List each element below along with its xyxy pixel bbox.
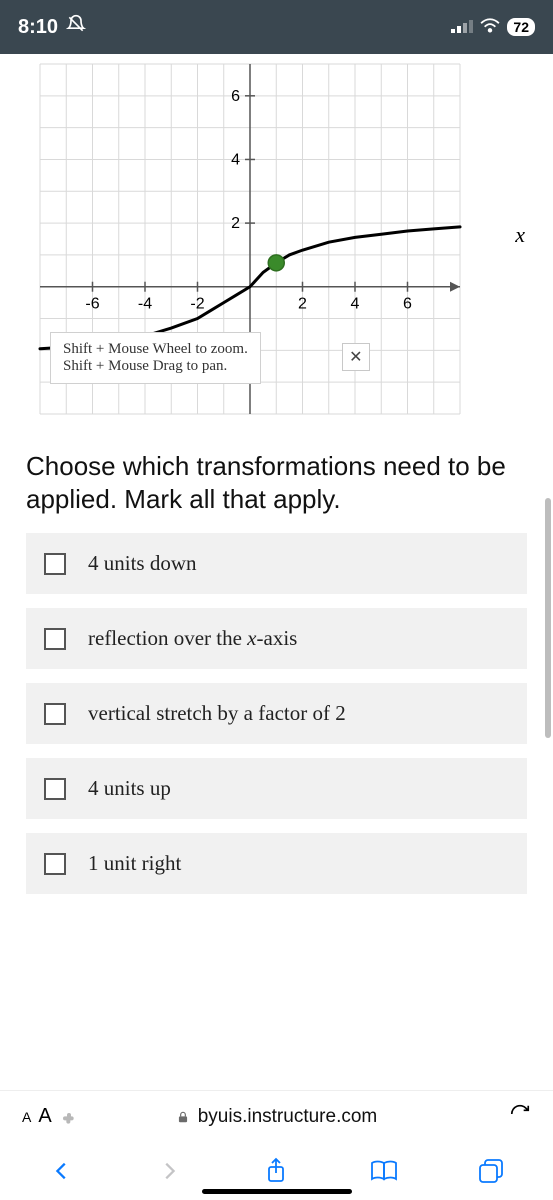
option-4-units-up[interactable]: 4 units up bbox=[26, 758, 527, 819]
back-button[interactable] bbox=[40, 1149, 84, 1193]
reload-button[interactable] bbox=[509, 1103, 531, 1130]
svg-text:2: 2 bbox=[231, 215, 240, 232]
url-text: byuis.instructure.com bbox=[198, 1106, 378, 1128]
page-content: -6-4-2246-2246 x Shift + Mouse Wheel to … bbox=[0, 54, 553, 894]
forward-button[interactable] bbox=[147, 1149, 191, 1193]
status-bar: 8:10 72 bbox=[0, 0, 553, 54]
svg-text:-2: -2 bbox=[190, 296, 204, 313]
share-button[interactable] bbox=[254, 1149, 298, 1193]
puzzle-icon bbox=[59, 1109, 75, 1125]
scroll-indicator[interactable] bbox=[545, 498, 551, 738]
home-indicator[interactable] bbox=[202, 1189, 352, 1194]
option-label: 4 units up bbox=[88, 776, 171, 801]
hint-close-button[interactable]: ✕ bbox=[342, 343, 370, 371]
battery-level: 72 bbox=[507, 18, 535, 36]
svg-text:6: 6 bbox=[231, 88, 240, 105]
bell-off-icon bbox=[66, 14, 86, 40]
checkbox-icon[interactable] bbox=[44, 853, 66, 875]
checkbox-icon[interactable] bbox=[44, 778, 66, 800]
svg-text:4: 4 bbox=[351, 296, 360, 313]
chevron-right-icon bbox=[158, 1156, 180, 1186]
checkbox-icon[interactable] bbox=[44, 628, 66, 650]
tabs-icon bbox=[478, 1158, 504, 1184]
svg-text:6: 6 bbox=[403, 296, 412, 313]
svg-text:-4: -4 bbox=[138, 296, 152, 313]
tabs-button[interactable] bbox=[469, 1149, 513, 1193]
svg-text:2: 2 bbox=[298, 296, 307, 313]
status-right: 72 bbox=[451, 16, 535, 39]
option-1-unit-right[interactable]: 1 unit right bbox=[26, 833, 527, 894]
option-label: vertical stretch by a factor of 2 bbox=[88, 701, 346, 726]
wifi-icon bbox=[479, 16, 501, 39]
reload-icon bbox=[509, 1103, 531, 1125]
chevron-left-icon bbox=[51, 1156, 73, 1186]
status-time: 8:10 bbox=[18, 16, 58, 39]
lock-icon bbox=[176, 1109, 190, 1125]
option-label: 4 units down bbox=[88, 551, 197, 576]
option-4-units-down[interactable]: 4 units down bbox=[26, 533, 527, 594]
book-icon bbox=[370, 1159, 398, 1183]
url-display[interactable]: byuis.instructure.com bbox=[176, 1106, 378, 1128]
status-left: 8:10 bbox=[18, 14, 86, 40]
svg-text:4: 4 bbox=[231, 151, 240, 168]
text-size-button[interactable]: AA bbox=[22, 1105, 75, 1128]
option-reflection-x-axis[interactable]: reflection over the x-axis bbox=[26, 608, 527, 669]
svg-text:-6: -6 bbox=[85, 296, 99, 313]
option-label: 1 unit right bbox=[88, 851, 181, 876]
checkbox-icon[interactable] bbox=[44, 553, 66, 575]
question-text: Choose which transformations need to be … bbox=[0, 424, 553, 533]
graph-hint: Shift + Mouse Wheel to zoom. Shift + Mou… bbox=[50, 332, 261, 384]
address-bar[interactable]: AA byuis.instructure.com bbox=[0, 1090, 553, 1142]
x-axis-label: x bbox=[515, 222, 525, 248]
option-vertical-stretch-2[interactable]: vertical stretch by a factor of 2 bbox=[26, 683, 527, 744]
share-icon bbox=[264, 1157, 288, 1185]
hint-line1: Shift + Mouse Wheel to zoom. bbox=[63, 341, 248, 358]
options-list: 4 units down reflection over the x-axis … bbox=[0, 533, 553, 894]
hint-line2: Shift + Mouse Drag to pan. bbox=[63, 358, 248, 375]
option-label: reflection over the x-axis bbox=[88, 626, 297, 651]
graph-container[interactable]: -6-4-2246-2246 x Shift + Mouse Wheel to … bbox=[0, 54, 553, 424]
signal-icon bbox=[451, 16, 473, 39]
checkbox-icon[interactable] bbox=[44, 703, 66, 725]
bookmarks-button[interactable] bbox=[362, 1149, 406, 1193]
